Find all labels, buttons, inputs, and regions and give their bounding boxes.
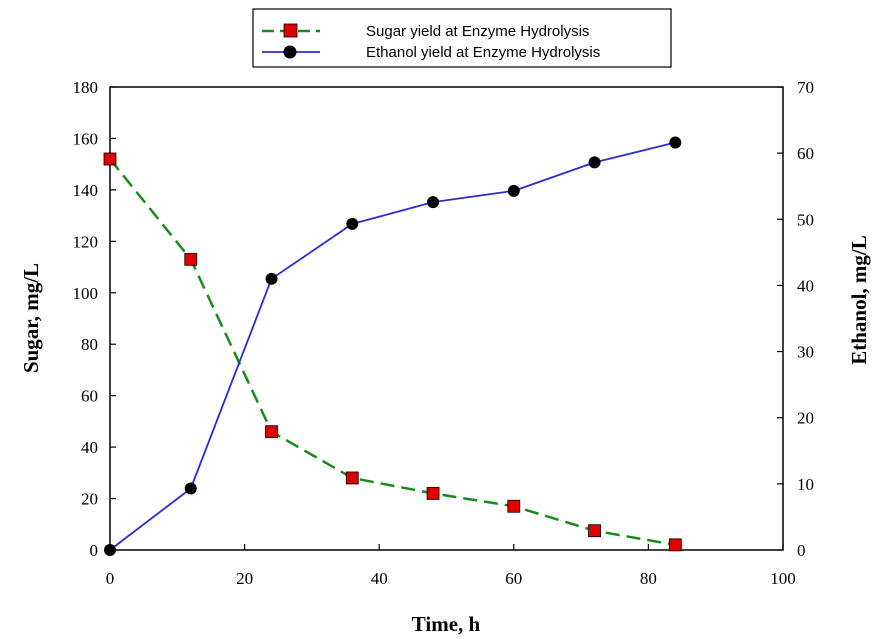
legend-sugar-label: Sugar yield at Enzyme Hydrolysis [366,23,589,40]
legend-box [252,8,672,68]
y-tick-label: 20 [81,490,98,509]
y2-tick-label: 40 [797,276,814,295]
sugar-data-point [103,152,117,166]
y-axis-left-title: Sugar, mg/L [19,263,43,373]
y-tick-label: 60 [81,387,98,406]
y2-tick-label: 70 [797,78,814,97]
x-tick-label: 100 [770,569,796,588]
ethanol-data-point [265,272,278,285]
y-tick-label: 100 [73,284,99,303]
y2-tick-label: 50 [797,210,814,229]
y-tick-label: 40 [81,438,98,457]
y-axis-right: 0 10 20 30 40 50 60 70 [777,78,814,560]
ethanol-data-point [104,544,116,556]
sugar-series-line [109,158,676,547]
sugar-data-point [265,425,278,439]
ethanol-data-point [427,196,440,209]
y2-tick-label: 20 [797,409,814,428]
sugar-data-point [184,252,198,266]
plot-frame [109,86,784,551]
x-tick-label: 40 [371,569,388,588]
y-tick-label: 120 [73,232,99,251]
x-tick-label: 60 [505,569,522,588]
legend: Sugar yield at Enzyme Hydrolysis Ethanol… [252,8,672,68]
x-tick-label: 80 [640,569,657,588]
x-tick-label: 0 [106,569,115,588]
y2-tick-label: 0 [797,541,806,560]
sugar-data-point [426,487,440,500]
y-axis-right-title: Ethanol, mg/L [847,235,871,365]
y-tick-label: 160 [73,129,99,148]
ethanol-data-point [669,136,682,149]
legend-ethanol-marker [283,45,297,59]
y2-tick-label: 30 [797,343,814,362]
sugar-data-point [345,471,359,485]
series-layer [103,136,682,556]
legend-ethanol-label: Ethanol yield at Enzyme Hydrolysis [366,44,600,61]
y-axis-left: 0 20 40 60 80 100 120 140 160 180 [73,78,116,560]
y2-tick-label: 60 [797,144,814,163]
y-tick-label: 140 [73,181,99,200]
x-tick-label: 20 [236,569,253,588]
y-tick-label: 0 [90,541,99,560]
sugar-data-point [588,524,601,538]
x-axis: 0 20 40 60 80 100 [106,544,796,588]
y2-tick-label: 10 [797,475,814,494]
x-axis-title: Time, h [412,612,481,636]
y-tick-label: 180 [73,78,99,97]
ethanol-data-point [507,184,520,197]
ethanol-data-point [184,482,197,495]
sugar-data-point [668,538,682,552]
legend-sugar-marker [283,23,298,38]
ethanol-series-line [109,141,676,551]
ethanol-data-point [346,217,359,230]
ethanol-data-point [588,156,601,169]
sugar-data-point [507,499,521,513]
y-tick-label: 80 [81,335,98,354]
